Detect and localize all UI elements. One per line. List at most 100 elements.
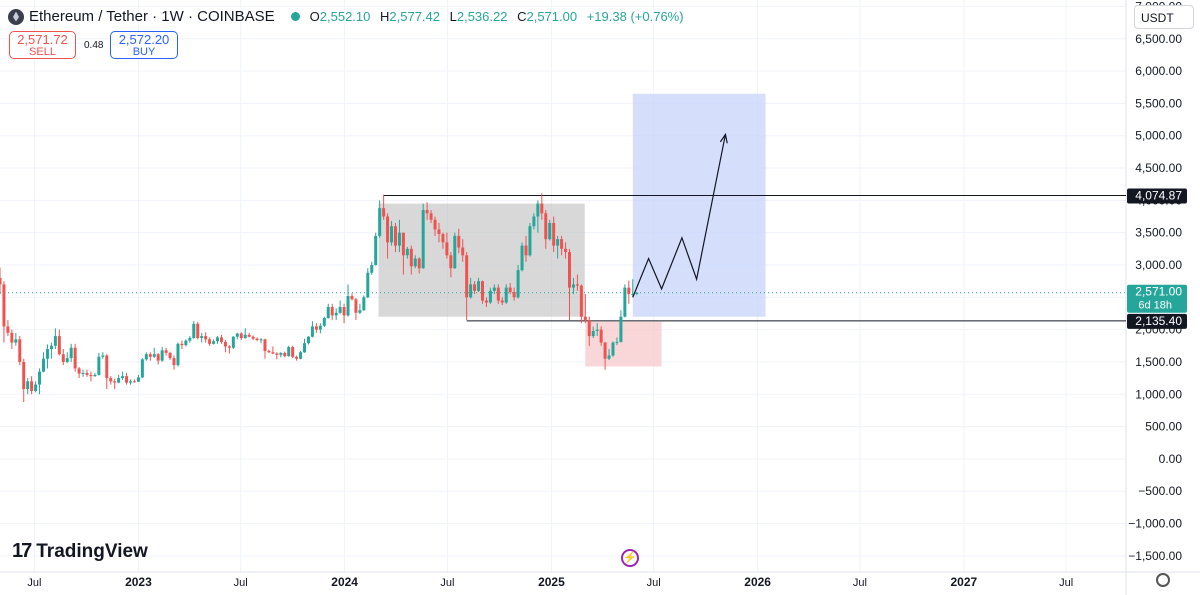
price-marker xyxy=(1127,313,1187,329)
candle-body xyxy=(255,338,259,340)
candle-body xyxy=(397,232,401,246)
candle-body xyxy=(484,300,488,303)
high-label: H xyxy=(380,9,390,24)
candle xyxy=(2,281,6,343)
candle xyxy=(271,346,275,355)
price-marker-label: 4,074.87 xyxy=(1135,189,1182,203)
candle xyxy=(65,352,69,364)
candle xyxy=(18,336,22,366)
candle-body xyxy=(14,339,18,343)
spread-value: 0.48 xyxy=(84,40,104,51)
symbol-title[interactable]: Ethereum / Tether · 1W · COINBASE xyxy=(29,8,275,25)
candle xyxy=(488,287,492,304)
candle xyxy=(227,345,231,354)
lightning-icon[interactable]: ⚡ xyxy=(621,549,639,567)
candle xyxy=(132,379,136,383)
settings-icon[interactable] xyxy=(1156,573,1170,587)
candle xyxy=(635,292,639,295)
candle-body xyxy=(109,378,113,382)
candle xyxy=(10,329,14,350)
time-axis-label: Jul xyxy=(647,577,661,589)
candle-body xyxy=(85,372,89,375)
time-axis-label: Jul xyxy=(440,577,454,589)
candle-body xyxy=(358,310,362,313)
candle xyxy=(603,341,607,370)
candle-body xyxy=(93,374,97,377)
candle-body xyxy=(279,352,283,355)
candle xyxy=(595,323,599,337)
candle-body xyxy=(160,350,164,361)
candle-body xyxy=(168,352,172,359)
candle-body xyxy=(500,300,504,303)
candle-body xyxy=(413,258,417,267)
ethereum-icon xyxy=(8,8,24,25)
candle-body xyxy=(532,216,536,227)
candle xyxy=(152,347,156,359)
candle xyxy=(583,294,587,324)
candle-body xyxy=(287,347,291,357)
sell-button[interactable]: 2,571.72 SELL xyxy=(9,31,76,59)
candle-body xyxy=(196,323,200,339)
candle-body xyxy=(318,325,322,330)
candle-body xyxy=(627,287,631,295)
candle-body xyxy=(184,340,188,346)
candle-body xyxy=(544,213,548,240)
candle xyxy=(121,371,125,381)
candle xyxy=(0,267,2,295)
candle xyxy=(117,374,121,384)
candle xyxy=(322,316,326,328)
candle xyxy=(508,283,512,295)
price-axis-label: 5,000.00 xyxy=(1135,129,1182,143)
target-box xyxy=(632,93,766,317)
price-axis-label: 3,500.00 xyxy=(1135,226,1182,240)
candle xyxy=(283,351,287,358)
candle xyxy=(89,371,93,382)
candle-body xyxy=(2,284,6,327)
currency-select[interactable]: USDT xyxy=(1134,5,1194,29)
candle-body xyxy=(524,245,528,256)
candle xyxy=(212,339,216,345)
price-axis-label: 3,000.00 xyxy=(1135,258,1182,272)
candle xyxy=(532,213,536,230)
candle xyxy=(125,372,129,385)
candle-body xyxy=(101,355,105,357)
candle-body xyxy=(10,332,14,343)
candle-body xyxy=(132,381,136,383)
candle xyxy=(417,257,421,274)
candle xyxy=(287,345,291,357)
candle-body xyxy=(18,339,22,362)
candle xyxy=(255,337,259,342)
candle-body xyxy=(449,255,453,269)
candle xyxy=(208,337,212,346)
candle xyxy=(140,358,144,379)
candle-body xyxy=(251,336,255,339)
candle-body xyxy=(22,361,26,390)
candle-body xyxy=(516,270,520,298)
buy-price: 2,572.20 xyxy=(118,32,170,47)
candle-body xyxy=(393,226,397,246)
candle-body xyxy=(631,293,635,295)
candle xyxy=(275,352,279,360)
candle-body xyxy=(405,248,409,256)
candle-body xyxy=(571,284,575,288)
candle xyxy=(560,235,564,256)
candle-body xyxy=(437,229,441,234)
tradingview-wordmark: TradingView xyxy=(36,540,148,562)
tradingview-logo[interactable]: 17 TradingView xyxy=(12,540,148,563)
candle xyxy=(401,232,405,275)
candle-body xyxy=(227,346,231,348)
buy-button[interactable]: 2,572.20 BUY xyxy=(110,31,178,59)
candle-body xyxy=(275,353,279,355)
candle xyxy=(299,350,303,360)
candle-body xyxy=(496,287,500,301)
candle-body xyxy=(615,341,619,343)
candle xyxy=(397,219,401,253)
candle-body xyxy=(212,341,216,344)
price-axis-label: 4,500.00 xyxy=(1135,161,1182,175)
price-axis-label: −1,500.00 xyxy=(1128,549,1182,563)
sell-price: 2,571.72 xyxy=(17,32,68,47)
candle xyxy=(378,200,382,238)
candle-body xyxy=(350,296,354,300)
